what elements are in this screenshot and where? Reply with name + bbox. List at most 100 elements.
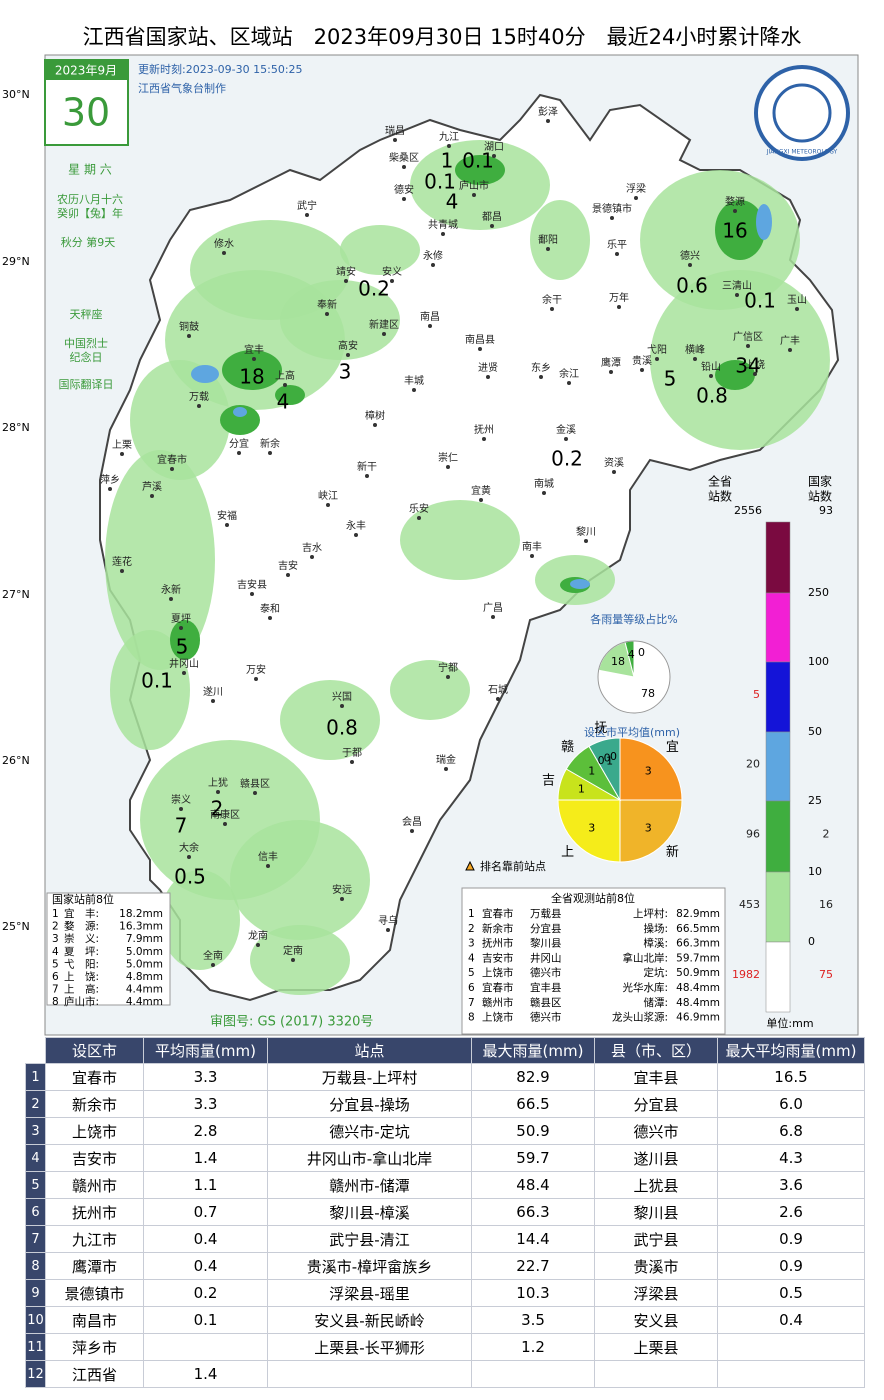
place-dot [444, 767, 448, 771]
place-dot [479, 498, 483, 502]
place-name: 南昌县 [465, 333, 495, 346]
rain-value: 0.1 [141, 669, 173, 693]
place-dot [446, 465, 450, 469]
rank: 5 [52, 958, 59, 970]
table-cell: 0.4 [143, 1225, 268, 1253]
pie-name: 上 [561, 845, 574, 860]
place-name: 夏坪 [171, 612, 191, 625]
table-cell: 0.4 [143, 1252, 268, 1280]
table-cell: 0.7 [143, 1198, 268, 1226]
place-dot [640, 368, 644, 372]
rain-area-blue [570, 579, 590, 589]
pie-label: 78 [641, 687, 655, 700]
rain-value: 7 [175, 814, 188, 838]
place-dot [325, 312, 329, 316]
legend-threshold: 25 [808, 794, 822, 807]
table-cell: 48.4 [471, 1171, 595, 1199]
table-rank: 11 [25, 1333, 46, 1361]
province-rank-cell: 德兴市 [530, 1011, 562, 1024]
province-rank-cell: 66.3mm [676, 938, 720, 950]
place-name: 南城 [534, 477, 554, 490]
place-name: 全南 [203, 949, 223, 962]
place-name: 峡江 [318, 489, 338, 502]
lunar: 农历八月十六 [57, 192, 123, 206]
place-name: 资溪 [604, 457, 624, 469]
province-rank-cell: 赣县区 [530, 996, 562, 1009]
province-rank-cell: 赣州市 [482, 996, 514, 1009]
place-dot [655, 357, 659, 361]
legend-total: 2556 [734, 504, 762, 517]
table-cell: 赣州市 [45, 1171, 144, 1199]
pie-label: 3 [588, 821, 595, 834]
place-dot [268, 451, 272, 455]
table-cell: 赣州市-储潭 [267, 1171, 472, 1199]
place-dot [550, 307, 554, 311]
place-dot [567, 381, 571, 385]
table-cell: 浮梁县-瑶里 [267, 1279, 472, 1307]
rain-value: 16 [722, 219, 747, 243]
place-dot [746, 344, 750, 348]
place-dot [478, 347, 482, 351]
table-rank: 5 [25, 1171, 46, 1199]
place-dot [584, 539, 588, 543]
place-name: 铜鼓 [179, 320, 199, 333]
table-cell: 0.2 [143, 1279, 268, 1307]
rain-value: 0.1 [744, 289, 776, 313]
rain-value: 3 [339, 360, 352, 384]
legend-header: 站数 [708, 489, 732, 504]
table-cell: 6.0 [717, 1090, 865, 1118]
table-cell: 4.3 [717, 1144, 865, 1172]
table-cell: 浮梁县 [594, 1279, 718, 1307]
table-cell: 3.6 [717, 1171, 865, 1199]
rain-area [110, 630, 190, 750]
place-name: 定南 [283, 944, 303, 957]
value: 16.3mm [119, 921, 163, 933]
table-cell: 武宁县 [594, 1225, 718, 1253]
place-name: 广昌 [483, 602, 503, 614]
place-dot [735, 293, 739, 297]
zodiac: 天秤座 [70, 307, 103, 321]
table-cell: 22.7 [471, 1252, 595, 1280]
table-rank: 8 [25, 1252, 46, 1280]
table-cell: 宜丰县 [594, 1063, 718, 1091]
rain-area-heavy [715, 360, 755, 390]
rain-area-heavy [715, 200, 765, 260]
place-name: 上饶 [745, 358, 765, 371]
station: 上 饶: [64, 970, 99, 983]
table-header: 县（市、区） [594, 1037, 718, 1064]
place-name: 南丰 [522, 540, 542, 553]
rank: 2 [52, 921, 59, 933]
legend-count: 75 [819, 968, 833, 981]
province-rank-cell: 抚州市 [482, 937, 514, 950]
pie-outline [597, 640, 671, 714]
province-rank-cell: 万载县 [530, 908, 562, 920]
table-cell: 16.5 [717, 1063, 865, 1091]
place-name: 石城 [488, 684, 508, 696]
table-cell: 3.3 [143, 1090, 268, 1118]
place-dot [179, 626, 183, 630]
table-cell [594, 1360, 718, 1388]
rain-value: 18 [239, 365, 264, 389]
place-name: 龙南 [248, 929, 268, 942]
place-dot [382, 332, 386, 336]
place-name: 会昌 [402, 815, 422, 828]
table-cell: 2.6 [717, 1198, 865, 1226]
place-name: 共青城 [428, 218, 458, 231]
lat-label: 29°N [2, 255, 30, 268]
place-dot [393, 138, 397, 142]
pie-label: 0 [638, 646, 645, 659]
legend-swatch [765, 521, 791, 594]
title: 江西省国家站、区域站 2023年09月30日 15时40分 最近24小时累计降水 [83, 25, 802, 49]
table-cell: 南昌市 [45, 1306, 144, 1334]
legend-count: 5 [753, 688, 760, 701]
place-dot [795, 307, 799, 311]
table-cell: 1.2 [471, 1333, 595, 1361]
place-dot [254, 677, 258, 681]
place-dot [108, 487, 112, 491]
festival: 国际翻译日 [59, 377, 114, 391]
place-name: 湖口 [484, 141, 504, 153]
place-name: 崇义 [171, 794, 191, 806]
place-dot [266, 864, 270, 868]
place-name: 鄱阳 [538, 233, 558, 246]
table-cell: 安义县 [594, 1306, 718, 1334]
